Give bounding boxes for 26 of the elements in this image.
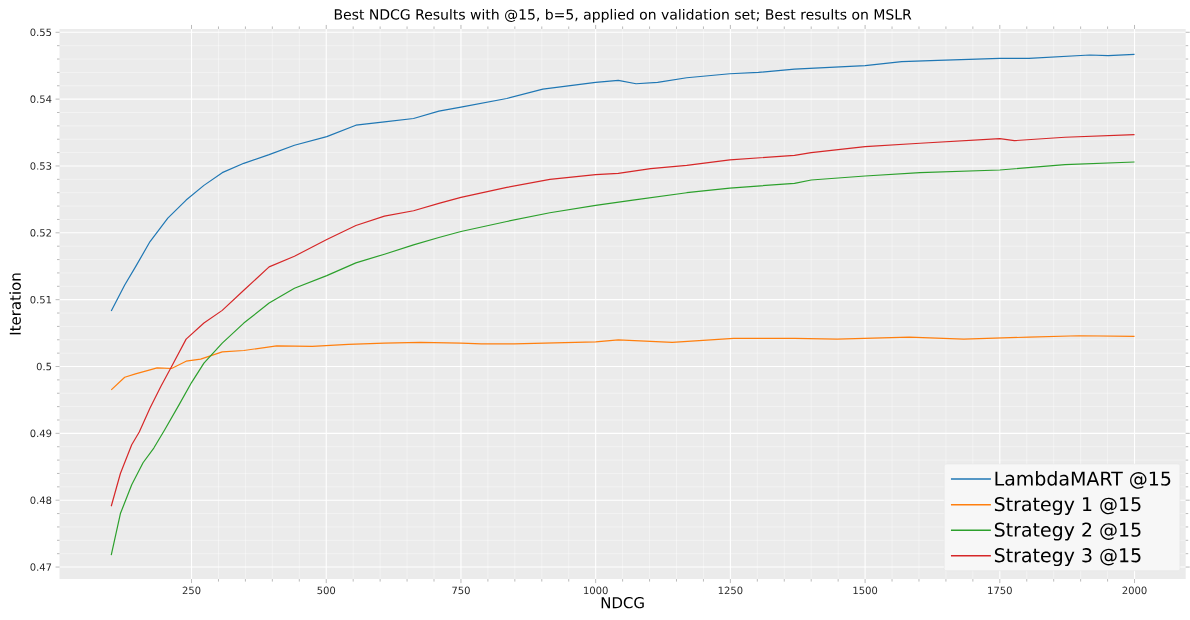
x-tick-label: 250 [182,586,201,595]
legend-label: Strategy 2 @15 [994,522,1141,541]
x-tick-label: 750 [452,586,470,595]
y-axis-title: Iteration [9,273,21,335]
y-tick-label: 0.49 [30,429,52,438]
line-series [110,335,1136,391]
legend-label: LambdaMART @15 [995,471,1171,489]
x-tick-label: 500 [317,586,336,595]
x-tick-label: 1750 [988,586,1012,595]
x-tick-label: 1000 [584,586,608,595]
y-tick-label: 0.5 [36,362,52,371]
legend-label: Strategy 3 @15 [994,548,1141,567]
y-tick-label: 0.55 [30,28,52,37]
y-tick-label: 0.53 [30,162,52,170]
y-tick-label: 0.52 [30,229,51,237]
x-axis-title: NDCG [601,597,644,609]
legend-label: Strategy 1 @15 [994,496,1141,515]
chart-title: Best NDCG Results with @15, b=5, applied on validation set; Best results on MSLR [334,8,912,23]
x-tick-label: 2000 [1122,586,1147,595]
x-tick-label: 1500 [853,586,878,595]
line-series [110,53,1136,312]
y-tick-label: 0.48 [30,496,52,504]
x-tick-label: 1250 [718,586,743,595]
y-tick-label: 0.47 [30,563,52,571]
y-tick-label: 0.54 [30,95,52,103]
y-tick-label: 0.51 [30,295,52,304]
